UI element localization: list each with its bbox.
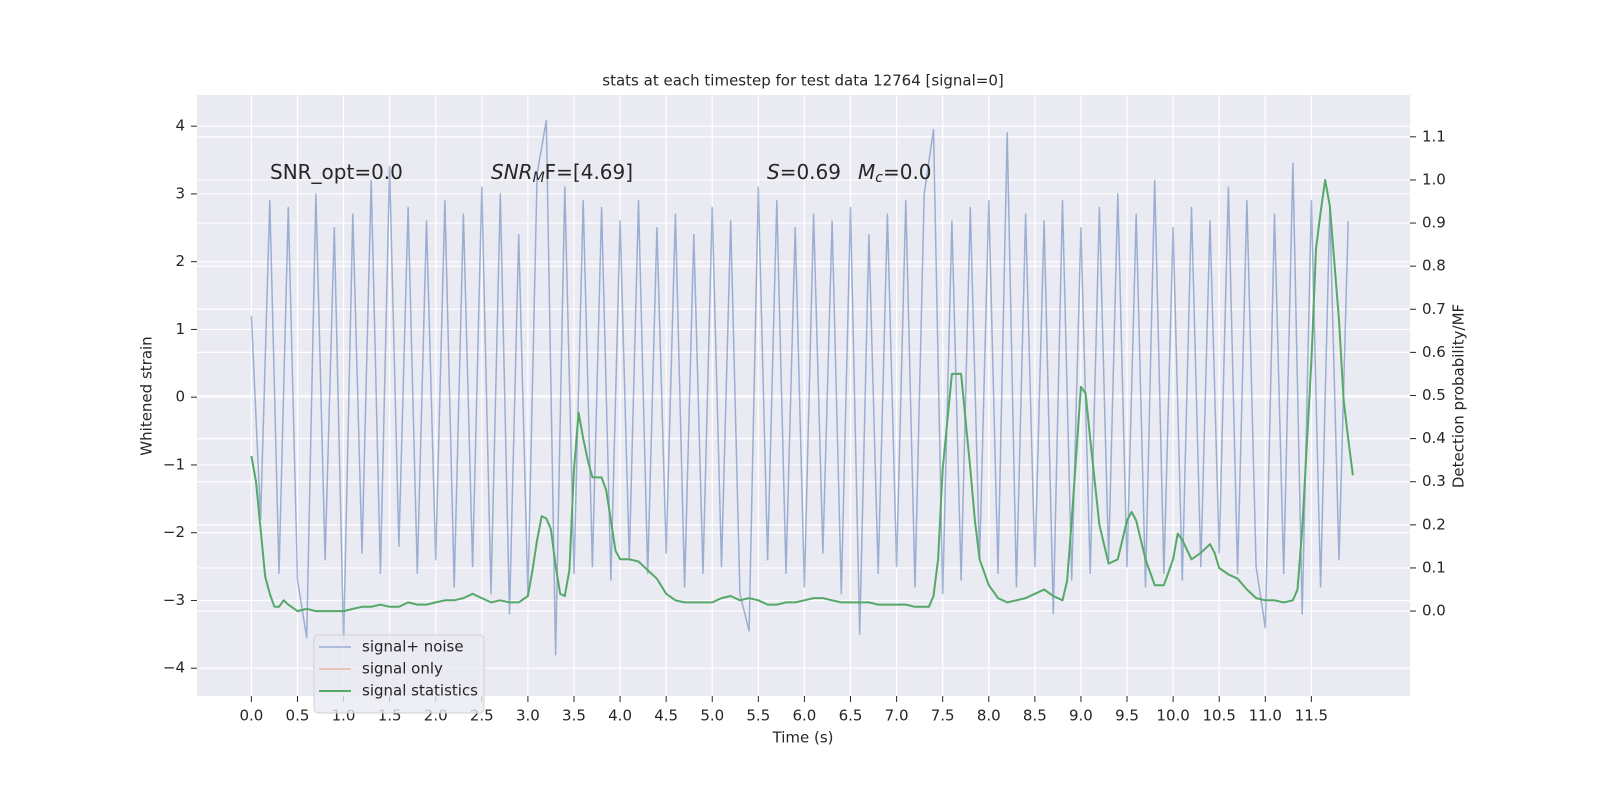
annotation-text: SNR — [491, 160, 533, 184]
y2-tick-label: 0.0 — [1422, 602, 1446, 620]
y2-tick-label: 0.4 — [1422, 429, 1446, 447]
y-tick-label: 3 — [175, 184, 185, 202]
x-tick-label: 0.0 — [239, 707, 263, 725]
x-tick-label: 4.0 — [608, 707, 632, 725]
x-tick-label: 9.5 — [1115, 707, 1139, 725]
x-tick-label: 9.0 — [1069, 707, 1093, 725]
y2-tick-label: 1.1 — [1422, 127, 1446, 145]
series-line — [250, 178, 1354, 613]
series-line — [250, 119, 1349, 656]
x-tick-label: 11.5 — [1295, 707, 1328, 725]
y-tick-label: −1 — [163, 455, 185, 473]
ticks: 0.0 0.5 1.0 1.5 2.0 2.5 3.0 3.5 4.0 4.5 5.0 5.5 6.0 6… — [163, 117, 1446, 725]
annotation: Mc=0.0 — [858, 160, 932, 187]
annotation-text: F=[4.69] — [545, 160, 633, 184]
legend-box — [313, 634, 485, 714]
y2-tick-label: 0.5 — [1422, 386, 1446, 404]
y2-tick-label: 0.3 — [1422, 472, 1446, 490]
grid — [197, 95, 1410, 696]
y2-tick-label: 1.0 — [1422, 170, 1446, 188]
annotation-text: =0.0 — [883, 160, 932, 184]
y2-axis-label: Detection probability/MF — [1450, 304, 1468, 488]
x-tick-label: 11.0 — [1249, 707, 1282, 725]
annotation-text: c — [875, 170, 883, 186]
y-axis-label: Whitened strain — [138, 336, 156, 455]
chart-title: stats at each timestep for test data 127… — [602, 72, 1003, 90]
x-tick-label: 7.0 — [885, 707, 909, 725]
x-tick-label: 4.5 — [654, 707, 678, 725]
annotation: SNR_opt=0.0 — [270, 160, 403, 184]
y-tick-label: 0 — [175, 388, 185, 406]
legend-label: signal+ noise — [362, 638, 464, 656]
y-tick-label: 2 — [175, 252, 185, 270]
annotation-text: =0.69 — [780, 160, 841, 184]
x-tick-label: 3.0 — [516, 707, 540, 725]
y-tick-label: 1 — [175, 320, 185, 338]
annotation: S=0.69 — [767, 160, 841, 184]
y2-tick-label: 0.1 — [1422, 558, 1446, 576]
x-tick-label: 6.5 — [839, 707, 863, 725]
legend-label: signal only — [362, 660, 443, 678]
x-tick-label: 10.0 — [1156, 707, 1189, 725]
x-axis-label: Time (s) — [772, 729, 834, 747]
y2-tick-label: 0.8 — [1422, 257, 1446, 275]
x-tick-label: 7.5 — [931, 707, 955, 725]
x-tick-label: 3.5 — [562, 707, 586, 725]
x-tick-label: 0.5 — [286, 707, 310, 725]
annotation-text: M — [533, 170, 545, 186]
x-tick-label: 5.0 — [700, 707, 724, 725]
annotation-text: SNR_opt=0.0 — [270, 160, 403, 184]
x-tick-label: 10.5 — [1202, 707, 1235, 725]
y2-tick-label: 0.2 — [1422, 515, 1446, 533]
y-tick-label: −2 — [163, 523, 185, 541]
y-tick-label: −4 — [163, 659, 185, 677]
legend: signal+ noise signal only signal statistic… — [313, 634, 485, 714]
x-tick-label: 8.5 — [1023, 707, 1047, 725]
annotation-text: S — [767, 160, 780, 184]
x-tick-label: 6.0 — [792, 707, 816, 725]
annotation: SNRMF=[4.69] — [491, 160, 633, 187]
y-tick-label: −3 — [163, 591, 185, 609]
marks — [250, 119, 1354, 656]
legend-label: signal statistics — [362, 682, 478, 700]
x-tick-label: 8.0 — [977, 707, 1001, 725]
x-tick-label: 5.5 — [746, 707, 770, 725]
y2-tick-label: 0.6 — [1422, 343, 1446, 361]
y-tick-label: 4 — [175, 117, 185, 135]
annotation-text: M — [858, 160, 875, 184]
y2-tick-label: 0.9 — [1422, 214, 1446, 232]
y2-tick-label: 0.7 — [1422, 300, 1446, 318]
